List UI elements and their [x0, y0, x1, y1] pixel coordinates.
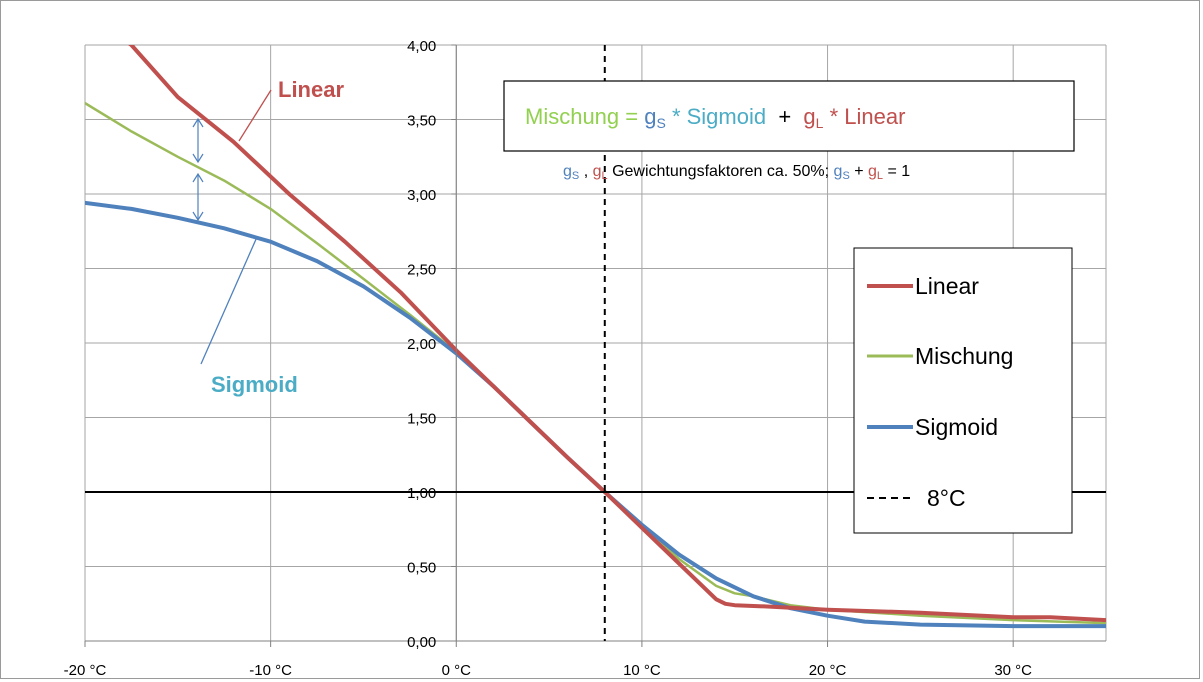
- note-gs2-sub: S: [842, 170, 849, 182]
- formula-gs-sub: S: [656, 115, 665, 131]
- formula-equals: =: [619, 104, 644, 129]
- note-plus: +: [850, 163, 868, 180]
- arrow-upper-heads: [192, 117, 204, 164]
- y-tick-label: 2,00: [407, 336, 436, 353]
- formula-mischung: Mischung: [525, 104, 619, 129]
- y-tick-label: 4,00: [407, 38, 436, 55]
- x-tick-label: 20 °C: [809, 662, 847, 679]
- linear-annotation: Linear: [278, 77, 344, 102]
- note-gs-sub: S: [572, 170, 579, 182]
- formula-gl-sub: L: [816, 115, 824, 131]
- sigmoid-annotation: Sigmoid: [211, 372, 298, 397]
- formula-box-frame: [503, 80, 1075, 152]
- y-tick-label: 3,00: [407, 187, 436, 204]
- formula-text: Mischung = gS * Sigmoid + gL * Linear: [525, 104, 905, 131]
- formula-plus: +: [766, 104, 803, 129]
- arrow-lower-heads: [192, 172, 204, 222]
- y-tick-label: 1,50: [407, 411, 436, 428]
- legend-label-sigmoid: Sigmoid: [915, 414, 998, 440]
- note-gl-sub: L: [602, 170, 608, 182]
- y-tick-label: 1,00: [407, 485, 436, 502]
- legend: Linear Mischung Sigmoid 8°C: [853, 247, 1073, 534]
- y-tick-label: 0,50: [407, 560, 436, 577]
- formula-linear: Linear: [844, 104, 905, 129]
- note-gl2-sub: L: [877, 170, 883, 182]
- x-tick-label: 30 °C: [994, 662, 1032, 679]
- difference-arrows: [192, 117, 204, 222]
- note-gl-g: g: [593, 163, 602, 180]
- x-tick-label: 10 °C: [623, 662, 661, 679]
- formula-star2: *: [823, 104, 844, 129]
- sigmoid-pointer: [200, 236, 258, 365]
- formula-gl-g: g: [803, 104, 815, 129]
- weighting-note: gS , gL Gewichtungsfaktoren ca. 50%; gS …: [563, 163, 910, 182]
- note-gl2-g: g: [868, 163, 877, 180]
- legend-label-mischung: Mischung: [915, 343, 1013, 369]
- formula-sigmoid: Sigmoid: [687, 104, 766, 129]
- x-tick-label: 0 °C: [442, 662, 472, 679]
- legend-label-8c: 8°C: [927, 485, 966, 511]
- note-gs2-g: g: [834, 163, 843, 180]
- formula-box: Mischung = gS * Sigmoid + gL * Linear: [503, 80, 1075, 152]
- note-text: Gewichtungsfaktoren ca. 50%;: [608, 163, 834, 180]
- formula-gs-g: g: [644, 104, 656, 129]
- legend-frame: [853, 247, 1073, 534]
- note-gs-g: g: [563, 163, 572, 180]
- note-comma: ,: [579, 163, 592, 180]
- linear-pointer: [238, 89, 272, 142]
- x-tick-label: -20 °C: [64, 662, 107, 679]
- y-tick-label: 0,00: [407, 634, 436, 651]
- note-end: = 1: [883, 163, 910, 180]
- formula-star1: *: [666, 104, 687, 129]
- y-tick-label: 3,50: [407, 113, 436, 130]
- tick-labels: 0,00 0,50 1,00 1,50 2,00 2,50 3,00 3,50 4,00 -20 …: [64, 38, 1033, 679]
- y-tick-label: 2,50: [407, 262, 436, 279]
- x-tick-label: -10 °C: [249, 662, 292, 679]
- legend-label-linear: Linear: [915, 273, 979, 299]
